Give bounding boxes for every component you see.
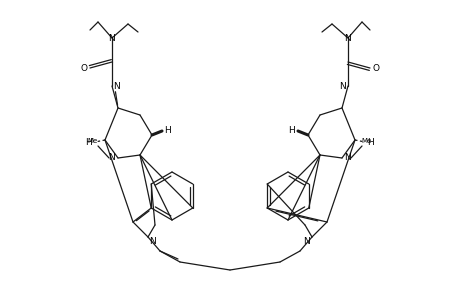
Text: H: H bbox=[367, 137, 374, 146]
Text: N: N bbox=[108, 152, 115, 161]
Text: N: N bbox=[303, 236, 310, 245]
Text: N: N bbox=[344, 34, 351, 43]
Text: Me: Me bbox=[88, 138, 98, 144]
Text: Me: Me bbox=[361, 138, 371, 144]
Text: H: H bbox=[288, 125, 295, 134]
Text: N: N bbox=[339, 82, 346, 91]
Text: H: H bbox=[85, 137, 92, 146]
Text: N: N bbox=[149, 236, 156, 245]
Text: N: N bbox=[344, 152, 351, 161]
Text: O: O bbox=[80, 64, 87, 73]
Text: N: N bbox=[113, 82, 120, 91]
Text: H: H bbox=[164, 125, 171, 134]
Text: N: N bbox=[108, 34, 115, 43]
Text: O: O bbox=[372, 64, 379, 73]
